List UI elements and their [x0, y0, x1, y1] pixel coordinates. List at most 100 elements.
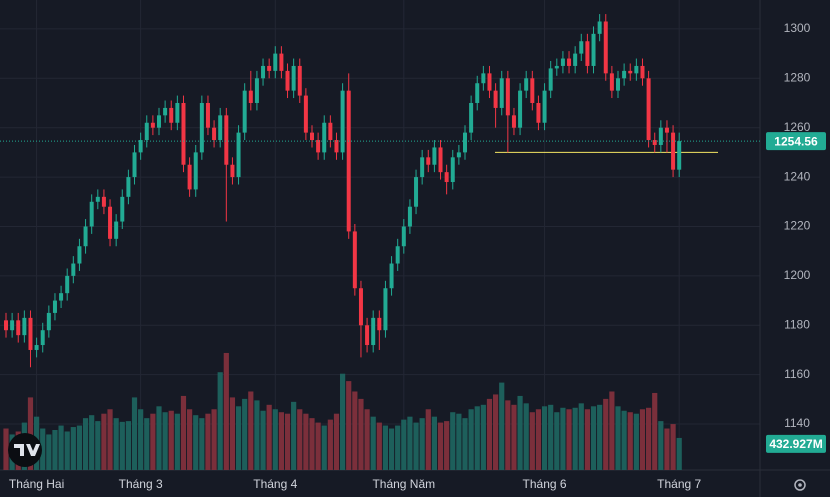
volume-bar: [309, 418, 315, 470]
volume-bar: [260, 410, 266, 470]
candle-body: [28, 317, 33, 350]
volume-bar: [517, 395, 523, 470]
volume-bar: [535, 409, 542, 470]
volume-bar: [76, 425, 83, 470]
candle-body: [193, 152, 198, 190]
candle-body: [346, 90, 351, 232]
volume-bar: [64, 431, 70, 470]
candle-body: [383, 288, 388, 331]
candle-body: [640, 65, 645, 79]
candle-body: [242, 90, 247, 133]
candle-body: [114, 221, 119, 239]
volume-label-box: [766, 434, 826, 453]
volume-bar: [639, 409, 646, 470]
candle-body: [505, 78, 510, 116]
candle-body: [34, 345, 39, 350]
volume-bar: [168, 410, 174, 470]
volume-bar: [370, 416, 376, 470]
candle-body: [181, 102, 186, 165]
candle-body: [579, 41, 584, 54]
volume-bar: [493, 394, 499, 470]
volume-bar: [58, 425, 64, 470]
candle-body: [132, 152, 137, 178]
candle-body: [414, 177, 419, 207]
candle-body: [560, 58, 565, 66]
x-tick-label: Tháng 3: [119, 477, 163, 491]
volume-bar: [46, 434, 52, 470]
y-tick-label: 1280: [784, 70, 811, 84]
volume-bar: [278, 412, 284, 470]
volume-bar: [499, 382, 505, 470]
volume-bar: [211, 409, 217, 470]
volume-bar: [89, 415, 95, 470]
candle-body: [297, 65, 302, 96]
volume-bar: [548, 404, 554, 470]
volume-bar: [401, 419, 407, 470]
settings-icon[interactable]: [794, 479, 806, 491]
candle-body: [40, 330, 45, 346]
last-price-label: 1254.56: [774, 134, 818, 148]
candle-body: [248, 90, 253, 103]
candle-body: [395, 246, 400, 264]
volume-bar: [131, 397, 138, 470]
volume-bar: [107, 409, 113, 470]
y-tick-label: 1300: [784, 21, 811, 35]
candle-body: [622, 70, 627, 79]
volume-bar: [333, 413, 340, 470]
candle-body: [511, 115, 516, 128]
volume-bar: [174, 413, 180, 470]
y-tick-label: 1140: [784, 416, 810, 430]
candle-body: [518, 90, 523, 128]
volume-bar: [156, 406, 162, 470]
volume-bar: [3, 428, 9, 470]
volume-bar: [670, 424, 676, 470]
candle-body: [120, 196, 125, 222]
volume-bar: [193, 415, 199, 470]
last-price-box: [766, 132, 826, 151]
volume-bar: [664, 428, 670, 470]
candle-body: [530, 78, 535, 103]
candle-body: [205, 102, 210, 128]
volume-bar: [590, 406, 597, 470]
volume-bar: [456, 413, 462, 470]
volume-bar: [633, 413, 639, 470]
volume-bar: [395, 425, 401, 470]
volume-bar: [437, 422, 444, 470]
candle-body: [328, 122, 333, 141]
candle-body: [567, 58, 572, 66]
volume-bar: [364, 409, 370, 470]
candle-body: [499, 78, 504, 108]
candle-body: [150, 122, 155, 128]
volume-bar: [138, 409, 144, 470]
volume-bar: [119, 421, 125, 470]
volume-bar: [468, 409, 474, 470]
volume-bar: [217, 372, 223, 470]
candle-body: [487, 73, 492, 91]
candle-body: [4, 320, 8, 331]
volume-bar: [505, 400, 511, 470]
volume-bar: [150, 413, 156, 470]
candle-body: [334, 140, 339, 153]
volume-bar: [352, 391, 358, 470]
candle-body: [89, 201, 94, 227]
volume-bar: [388, 428, 395, 470]
candle-body: [628, 70, 633, 74]
volume-bar: [480, 404, 486, 470]
logo-badge[interactable]: [8, 433, 42, 467]
volume-bar: [462, 418, 468, 470]
tv-logo[interactable]: [8, 433, 42, 467]
volume-bar: [327, 419, 333, 470]
candle-body: [542, 90, 547, 123]
volume-bar: [242, 398, 248, 470]
candle-body: [426, 157, 431, 165]
candle-body: [273, 53, 278, 71]
candle-body: [291, 65, 296, 91]
candle-body: [646, 78, 651, 141]
volume-bar: [554, 412, 560, 470]
candle-body: [603, 21, 608, 74]
candle-body: [469, 102, 474, 133]
gear[interactable]: [794, 479, 806, 491]
candle-body: [322, 122, 327, 153]
volume-bar: [523, 403, 529, 470]
candle-body: [671, 132, 676, 170]
